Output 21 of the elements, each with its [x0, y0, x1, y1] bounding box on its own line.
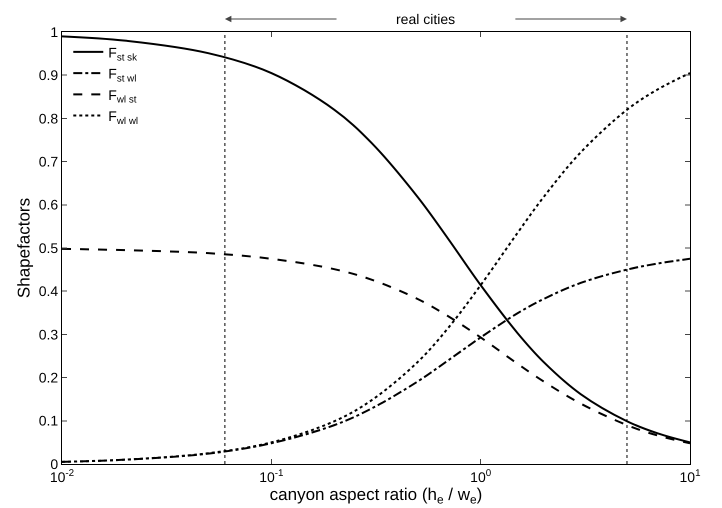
- legend-label: F$_{wl st}$: [108, 86, 137, 106]
- y-tick-label: 0.2: [38, 370, 58, 386]
- y-axis-title: Shapefactors: [14, 198, 34, 298]
- y-tick-label: 0.5: [38, 240, 58, 256]
- y-tick-label: 0.8: [38, 110, 58, 126]
- y-tick-label: 0.6: [38, 196, 58, 213]
- text: real cities: [396, 11, 456, 27]
- y-tick-label: 1: [50, 24, 58, 40]
- y-tick-label: 0.1: [38, 412, 58, 429]
- y-tick-label: 0.7: [38, 154, 58, 170]
- y-tick-label: 0: [50, 456, 58, 472]
- y-tick-label: 0.4: [38, 283, 58, 300]
- x-tick-label: 10$^{0}$: [470, 468, 492, 485]
- legend-label: F$_{st wl}$: [108, 66, 136, 85]
- x-tick-label: 10$^{-1}$: [259, 468, 284, 485]
- y-tick-label: 0.9: [38, 67, 58, 84]
- x-axis-title: canyon aspect ratio (h$_{e}$ / w$_{e}$): [270, 484, 482, 506]
- x-tick-label: 10$^{1}$: [679, 468, 701, 485]
- y-tick-label: 0.3: [38, 326, 58, 342]
- legend-label: F$_{wl wl}$: [108, 108, 138, 127]
- legend-label: F$_{st sk}$: [108, 44, 138, 64]
